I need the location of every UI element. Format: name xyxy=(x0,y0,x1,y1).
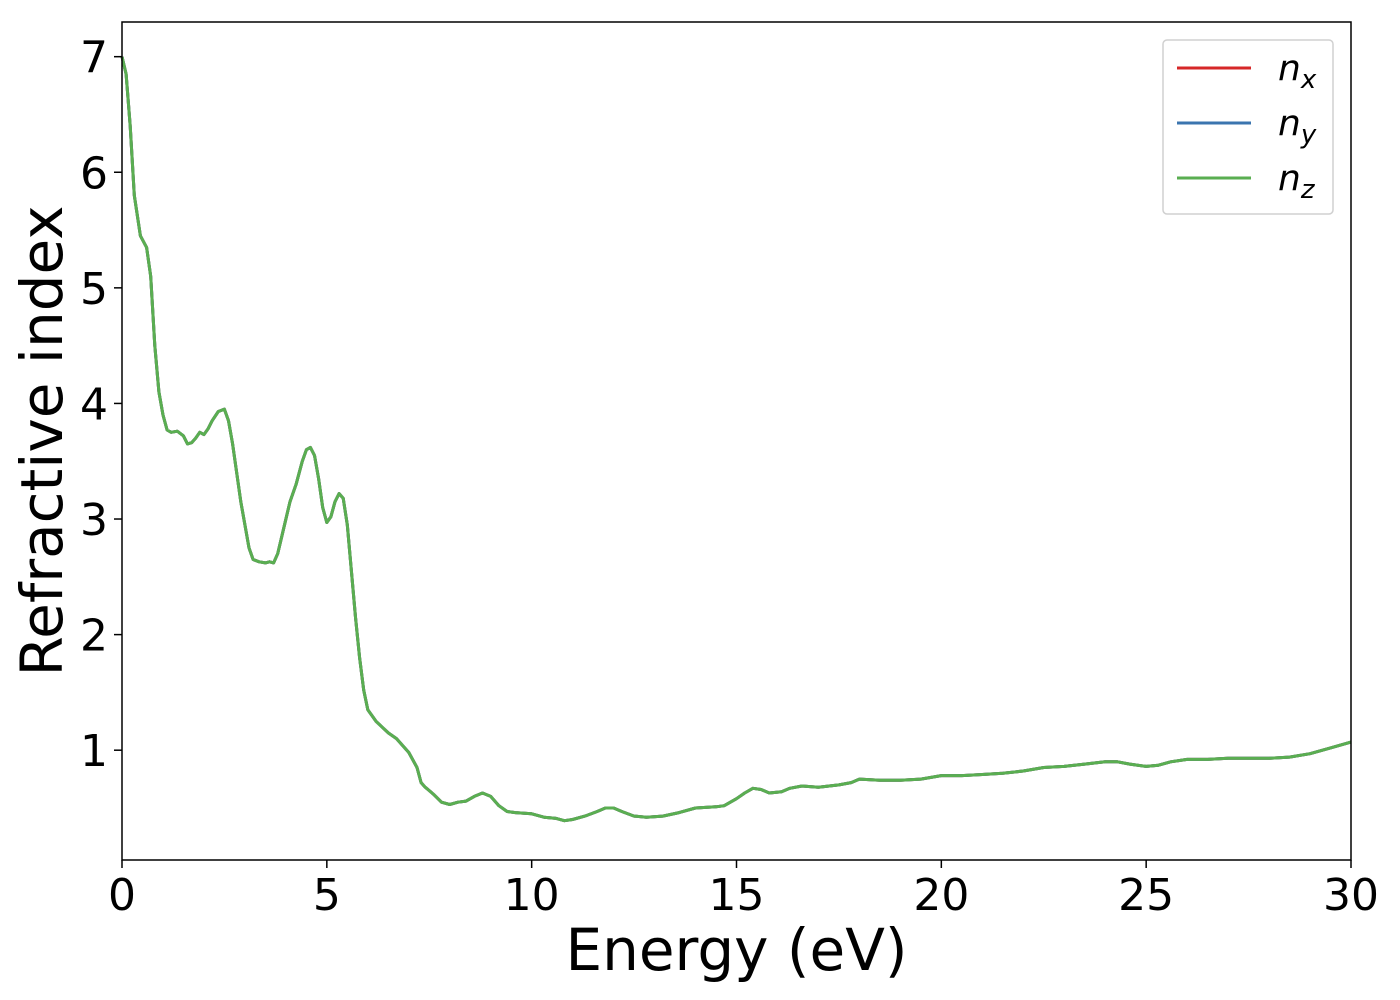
y-tick-label: 7 xyxy=(80,33,108,84)
legend: nx ny nz xyxy=(1162,39,1334,215)
x-tick-label: 25 xyxy=(1118,870,1174,921)
x-tick-label: 5 xyxy=(313,870,341,921)
legend-box xyxy=(1162,39,1334,215)
y-tick-label: 4 xyxy=(80,379,108,430)
series-line-n-z xyxy=(120,56,1352,823)
x-axis-ticks: 0 5 10 15 20 25 30 xyxy=(108,860,1379,921)
x-axis-label: Energy (eV) xyxy=(565,916,907,984)
x-tick-label: 10 xyxy=(504,870,560,921)
y-axis-ticks: 1 2 3 4 5 6 7 xyxy=(80,33,122,777)
x-tick-label: 30 xyxy=(1323,870,1379,921)
y-tick-label: 2 xyxy=(80,611,108,662)
y-axis-label: Refractive index xyxy=(8,205,76,676)
y-tick-label: 3 xyxy=(80,495,108,546)
y-tick-label: 5 xyxy=(80,264,108,315)
legend-label: nz xyxy=(1278,158,1316,205)
y-tick-label: 1 xyxy=(80,726,108,777)
x-tick-label: 20 xyxy=(913,870,969,921)
legend-label: ny xyxy=(1278,103,1317,150)
x-tick-label: 15 xyxy=(709,870,765,921)
y-tick-label: 6 xyxy=(80,148,108,199)
legend-label: nx xyxy=(1278,48,1317,95)
plot-lines xyxy=(120,56,1352,823)
x-tick-label: 0 xyxy=(108,870,136,921)
